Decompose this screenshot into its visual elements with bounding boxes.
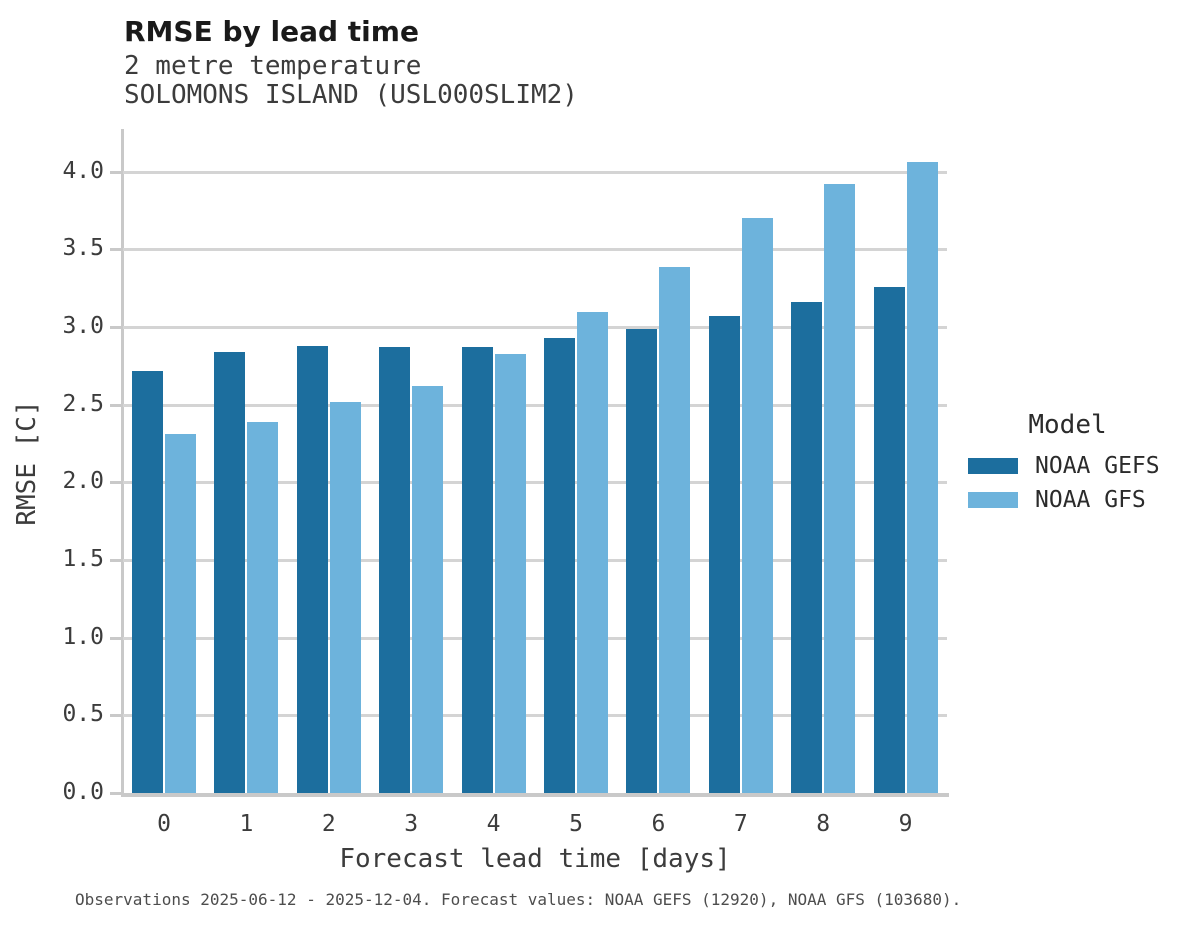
x-axis-label: Forecast lead time [days] <box>339 844 731 874</box>
bar-noaa-gefs-lead5 <box>544 338 575 793</box>
gridline-3.0 <box>123 326 947 330</box>
gridline-1.0 <box>123 636 947 640</box>
bar-noaa-gefs-lead6 <box>626 329 658 793</box>
bar-noaa-gfs-lead9 <box>906 162 938 793</box>
y-axis-spine <box>121 129 124 796</box>
bar-noaa-gfs-lead3 <box>412 386 444 793</box>
y-tick-label: 4.0 <box>62 157 104 184</box>
bar-noaa-gfs-lead5 <box>577 312 608 793</box>
gridline-2.0 <box>123 481 947 485</box>
y-tick-mark <box>110 170 121 174</box>
bar-noaa-gfs-lead1 <box>247 422 279 793</box>
gridline-1.5 <box>123 559 947 563</box>
y-tick-label: 0.5 <box>62 701 104 728</box>
gridline-4.0 <box>123 170 947 174</box>
legend-label: NOAA GEFS <box>1035 453 1160 479</box>
y-tick-mark <box>110 403 121 407</box>
y-tick-mark <box>110 326 121 330</box>
bar-noaa-gfs-lead7 <box>741 218 773 793</box>
x-tick-label: 2 <box>321 811 336 837</box>
bar-noaa-gefs-lead2 <box>296 346 328 793</box>
bar-noaa-gfs-lead6 <box>659 267 691 793</box>
x-tick-label: 7 <box>733 811 748 837</box>
y-tick-label: 2.0 <box>62 468 104 495</box>
y-tick-mark <box>110 559 121 563</box>
y-tick-label: 1.5 <box>62 546 104 573</box>
x-tick-label: 8 <box>816 811 831 837</box>
bar-noaa-gefs-lead3 <box>379 347 411 793</box>
x-tick-label: 0 <box>157 811 171 837</box>
chart-title: RMSE by lead time <box>124 15 419 48</box>
bar-noaa-gefs-lead0 <box>132 371 163 793</box>
bar-noaa-gfs-lead8 <box>824 184 856 793</box>
x-tick-label: 5 <box>569 811 583 837</box>
x-tick-label: 6 <box>651 811 666 837</box>
gridline-2.5 <box>123 403 947 407</box>
x-tick-label: 3 <box>404 811 419 837</box>
plot-area <box>123 129 947 793</box>
y-axis-label: RMSE [C] <box>12 400 42 526</box>
bar-noaa-gfs-lead2 <box>329 402 361 793</box>
bar-noaa-gefs-lead1 <box>214 352 246 793</box>
y-tick-mark <box>110 636 121 640</box>
chart-subtitle-variable: 2 metre temperature <box>124 51 422 81</box>
x-tick-label: 4 <box>486 811 501 837</box>
legend-swatch-noaa-gfs <box>968 492 1018 508</box>
y-tick-mark <box>110 792 121 795</box>
bar-noaa-gefs-lead8 <box>791 302 823 793</box>
x-tick-label: 1 <box>239 811 254 837</box>
y-tick-label: 2.5 <box>62 390 104 417</box>
bar-noaa-gfs-lead4 <box>494 354 526 793</box>
y-tick-label: 3.5 <box>62 235 104 262</box>
y-tick-mark <box>110 248 121 252</box>
legend-swatch-noaa-gefs <box>968 458 1018 474</box>
y-tick-label: 0.0 <box>62 779 104 805</box>
bar-noaa-gefs-lead4 <box>461 347 493 793</box>
bar-noaa-gefs-lead7 <box>708 316 740 793</box>
y-tick-mark <box>110 481 121 485</box>
y-tick-label: 1.0 <box>62 623 104 650</box>
legend-title: Model <box>1028 410 1107 440</box>
gridline-0.5 <box>123 714 947 718</box>
y-tick-label: 3.0 <box>62 313 104 340</box>
bar-noaa-gfs-lead0 <box>165 434 196 793</box>
y-tick-mark <box>110 714 121 718</box>
bar-noaa-gefs-lead9 <box>873 287 905 793</box>
x-axis-spine <box>121 793 949 797</box>
gridline-3.5 <box>123 248 947 252</box>
x-tick-label: 9 <box>898 811 913 837</box>
legend-label: NOAA GFS <box>1035 487 1146 513</box>
footnote: Observations 2025-06-12 - 2025-12-04. Fo… <box>75 890 962 909</box>
chart-subtitle-station: SOLOMONS ISLAND (USL000SLIM2) <box>124 80 578 110</box>
